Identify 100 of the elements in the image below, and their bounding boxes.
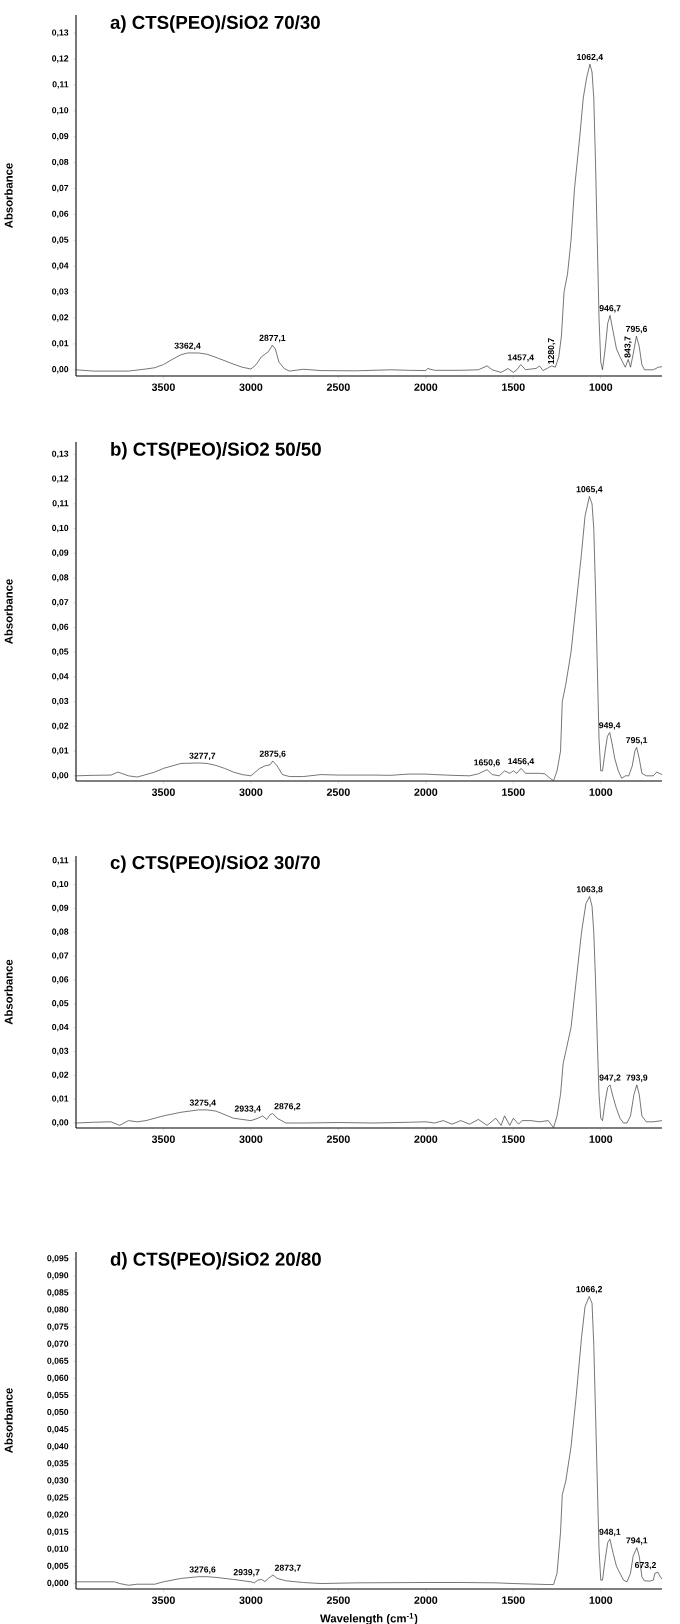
y-tick-label: 0,035 <box>47 1460 69 1468</box>
annotation: 3276,6 <box>189 1566 216 1574</box>
annotation: 1650,6 <box>474 759 500 767</box>
annotation: 794,1 <box>626 1537 648 1545</box>
x-tick-label: 1500 <box>502 383 525 391</box>
y-tick-label: 0,02 <box>52 314 69 322</box>
x-tick-label: 3500 <box>151 383 175 391</box>
y-tick-label: 0,05 <box>52 648 69 656</box>
y-tick-label: 0,00 <box>52 1119 69 1127</box>
y-tick-label: 0,065 <box>47 1357 69 1366</box>
chart-title: c) CTS(PEO)/SiO2 30/70 <box>110 855 320 873</box>
y-tick-label: 0,060 <box>47 1374 69 1383</box>
annotation: 3275,4 <box>189 1099 216 1107</box>
y-tick-label: 0,11 <box>52 81 69 89</box>
annotation: 2939,7 <box>233 1569 260 1577</box>
annotation: 2873,7 <box>274 1564 301 1573</box>
annotation: 948,1 <box>599 1528 621 1537</box>
x-tick-label: 1500 <box>502 788 525 796</box>
y-tick-label: 0,095 <box>47 1255 69 1263</box>
y-tick-label: 0,10 <box>52 524 69 533</box>
x-tick-label: 2500 <box>326 383 350 391</box>
y-tick-label: 0,07 <box>52 184 69 193</box>
x-tick-label: 3500 <box>151 788 175 796</box>
chart-title: a) CTS(PEO)/SiO2 70/30 <box>110 15 320 33</box>
y-tick-label: 0,025 <box>47 1494 69 1502</box>
y-tick-label: 0,08 <box>52 928 69 936</box>
y-tick-label: 0,03 <box>52 1047 69 1056</box>
y-tick-label: 0,000 <box>47 1579 69 1588</box>
y-tick-label: 0,010 <box>47 1545 69 1554</box>
y-tick-label: 0,10 <box>52 107 69 115</box>
x-tick-label: 1500 <box>502 1135 525 1143</box>
annotation: 843,7 <box>624 336 632 358</box>
y-tick-label: 0,12 <box>52 475 69 483</box>
annotation: 947,2 <box>599 1074 621 1082</box>
y-axis-title: Absorbance <box>4 163 13 228</box>
annotation: 1062,4 <box>577 53 604 62</box>
y-tick-label: 0,11 <box>52 500 69 508</box>
x-tick-label: 1000 <box>589 788 613 796</box>
y-tick-label: 0,01 <box>52 340 69 348</box>
x-axis-title: Wavelength (cm$^{-1}$) <box>320 1613 418 1624</box>
x-tick-label: 2500 <box>326 788 350 796</box>
chart-title: d) CTS(PEO)/SiO2 20/80 <box>110 1252 321 1270</box>
annotation: 3362,4 <box>174 342 201 351</box>
y-tick-label: 0,00 <box>52 366 69 374</box>
annotation: 2933,4 <box>234 1105 261 1113</box>
y-tick-label: 0,06 <box>52 976 69 984</box>
y-tick-label: 0,03 <box>52 697 69 706</box>
y-tick-label: 0,05 <box>52 236 69 244</box>
annotation: 793,9 <box>626 1074 648 1082</box>
y-tick-label: 0,03 <box>52 288 69 296</box>
x-tick-label: 3500 <box>151 1135 175 1143</box>
y-tick-label: 0,02 <box>52 1071 69 1080</box>
y-tick-label: 0,01 <box>52 1095 69 1103</box>
y-tick-label: 0,015 <box>47 1528 69 1536</box>
y-tick-label: 0,005 <box>47 1562 69 1571</box>
x-tick-label: 3000 <box>239 1135 263 1143</box>
annotation: 1457,4 <box>508 354 534 362</box>
y-axis-title: Absorbance <box>4 1388 13 1453</box>
y-tick-label: 0,07 <box>52 599 69 607</box>
annotation: 673,2 <box>634 1561 656 1570</box>
y-tick-label: 0,04 <box>52 673 69 681</box>
y-tick-label: 0,030 <box>47 1477 69 1485</box>
y-tick-label: 0,055 <box>47 1391 69 1400</box>
x-tick-label: 2500 <box>326 1135 350 1143</box>
x-tick-label: 2000 <box>414 788 438 796</box>
y-tick-label: 0,09 <box>52 904 69 913</box>
x-tick-label: 2000 <box>414 1596 438 1604</box>
y-tick-label: 0,09 <box>52 133 69 141</box>
annotation: 1065,4 <box>576 486 603 494</box>
annotation: 949,4 <box>599 722 621 730</box>
annotation: 795,6 <box>626 325 648 334</box>
y-tick-label: 0,07 <box>52 952 69 960</box>
annotation: 2877,1 <box>259 334 286 343</box>
y-tick-label: 0,080 <box>47 1306 69 1314</box>
x-tick-label: 1000 <box>589 383 613 391</box>
y-tick-label: 0,02 <box>52 722 69 731</box>
y-tick-label: 0,11 <box>52 857 69 865</box>
x-tick-label: 2500 <box>326 1596 350 1604</box>
x-tick-label: 1000 <box>589 1135 613 1143</box>
line-series <box>75 1296 662 1586</box>
x-tick-label: 1000 <box>589 1596 613 1604</box>
y-tick-label: 0,040 <box>47 1443 69 1451</box>
y-tick-label: 0,06 <box>52 623 69 632</box>
y-axis-title: Absorbance <box>4 579 13 644</box>
annotation: 1456,4 <box>508 758 535 766</box>
annotation: 1066,2 <box>576 1286 603 1294</box>
annotation: 795,1 <box>626 737 648 745</box>
x-tick-label: 3500 <box>151 1596 175 1604</box>
y-tick-label: 0,09 <box>52 549 69 557</box>
y-tick-label: 0,12 <box>52 55 69 63</box>
annotation: 1280,7 <box>547 338 556 364</box>
y-tick-label: 0,070 <box>47 1340 69 1348</box>
y-tick-label: 0,085 <box>47 1289 69 1297</box>
chart-title: b) CTS(PEO)/SiO2 50/50 <box>111 442 321 460</box>
x-tick-label: 2000 <box>414 383 438 391</box>
y-tick-label: 0,090 <box>47 1272 69 1280</box>
x-tick-label: 1500 <box>502 1596 525 1604</box>
y-tick-label: 0,06 <box>52 210 69 219</box>
y-tick-label: 0,00 <box>52 772 69 780</box>
x-tick-label: 3000 <box>239 383 263 391</box>
